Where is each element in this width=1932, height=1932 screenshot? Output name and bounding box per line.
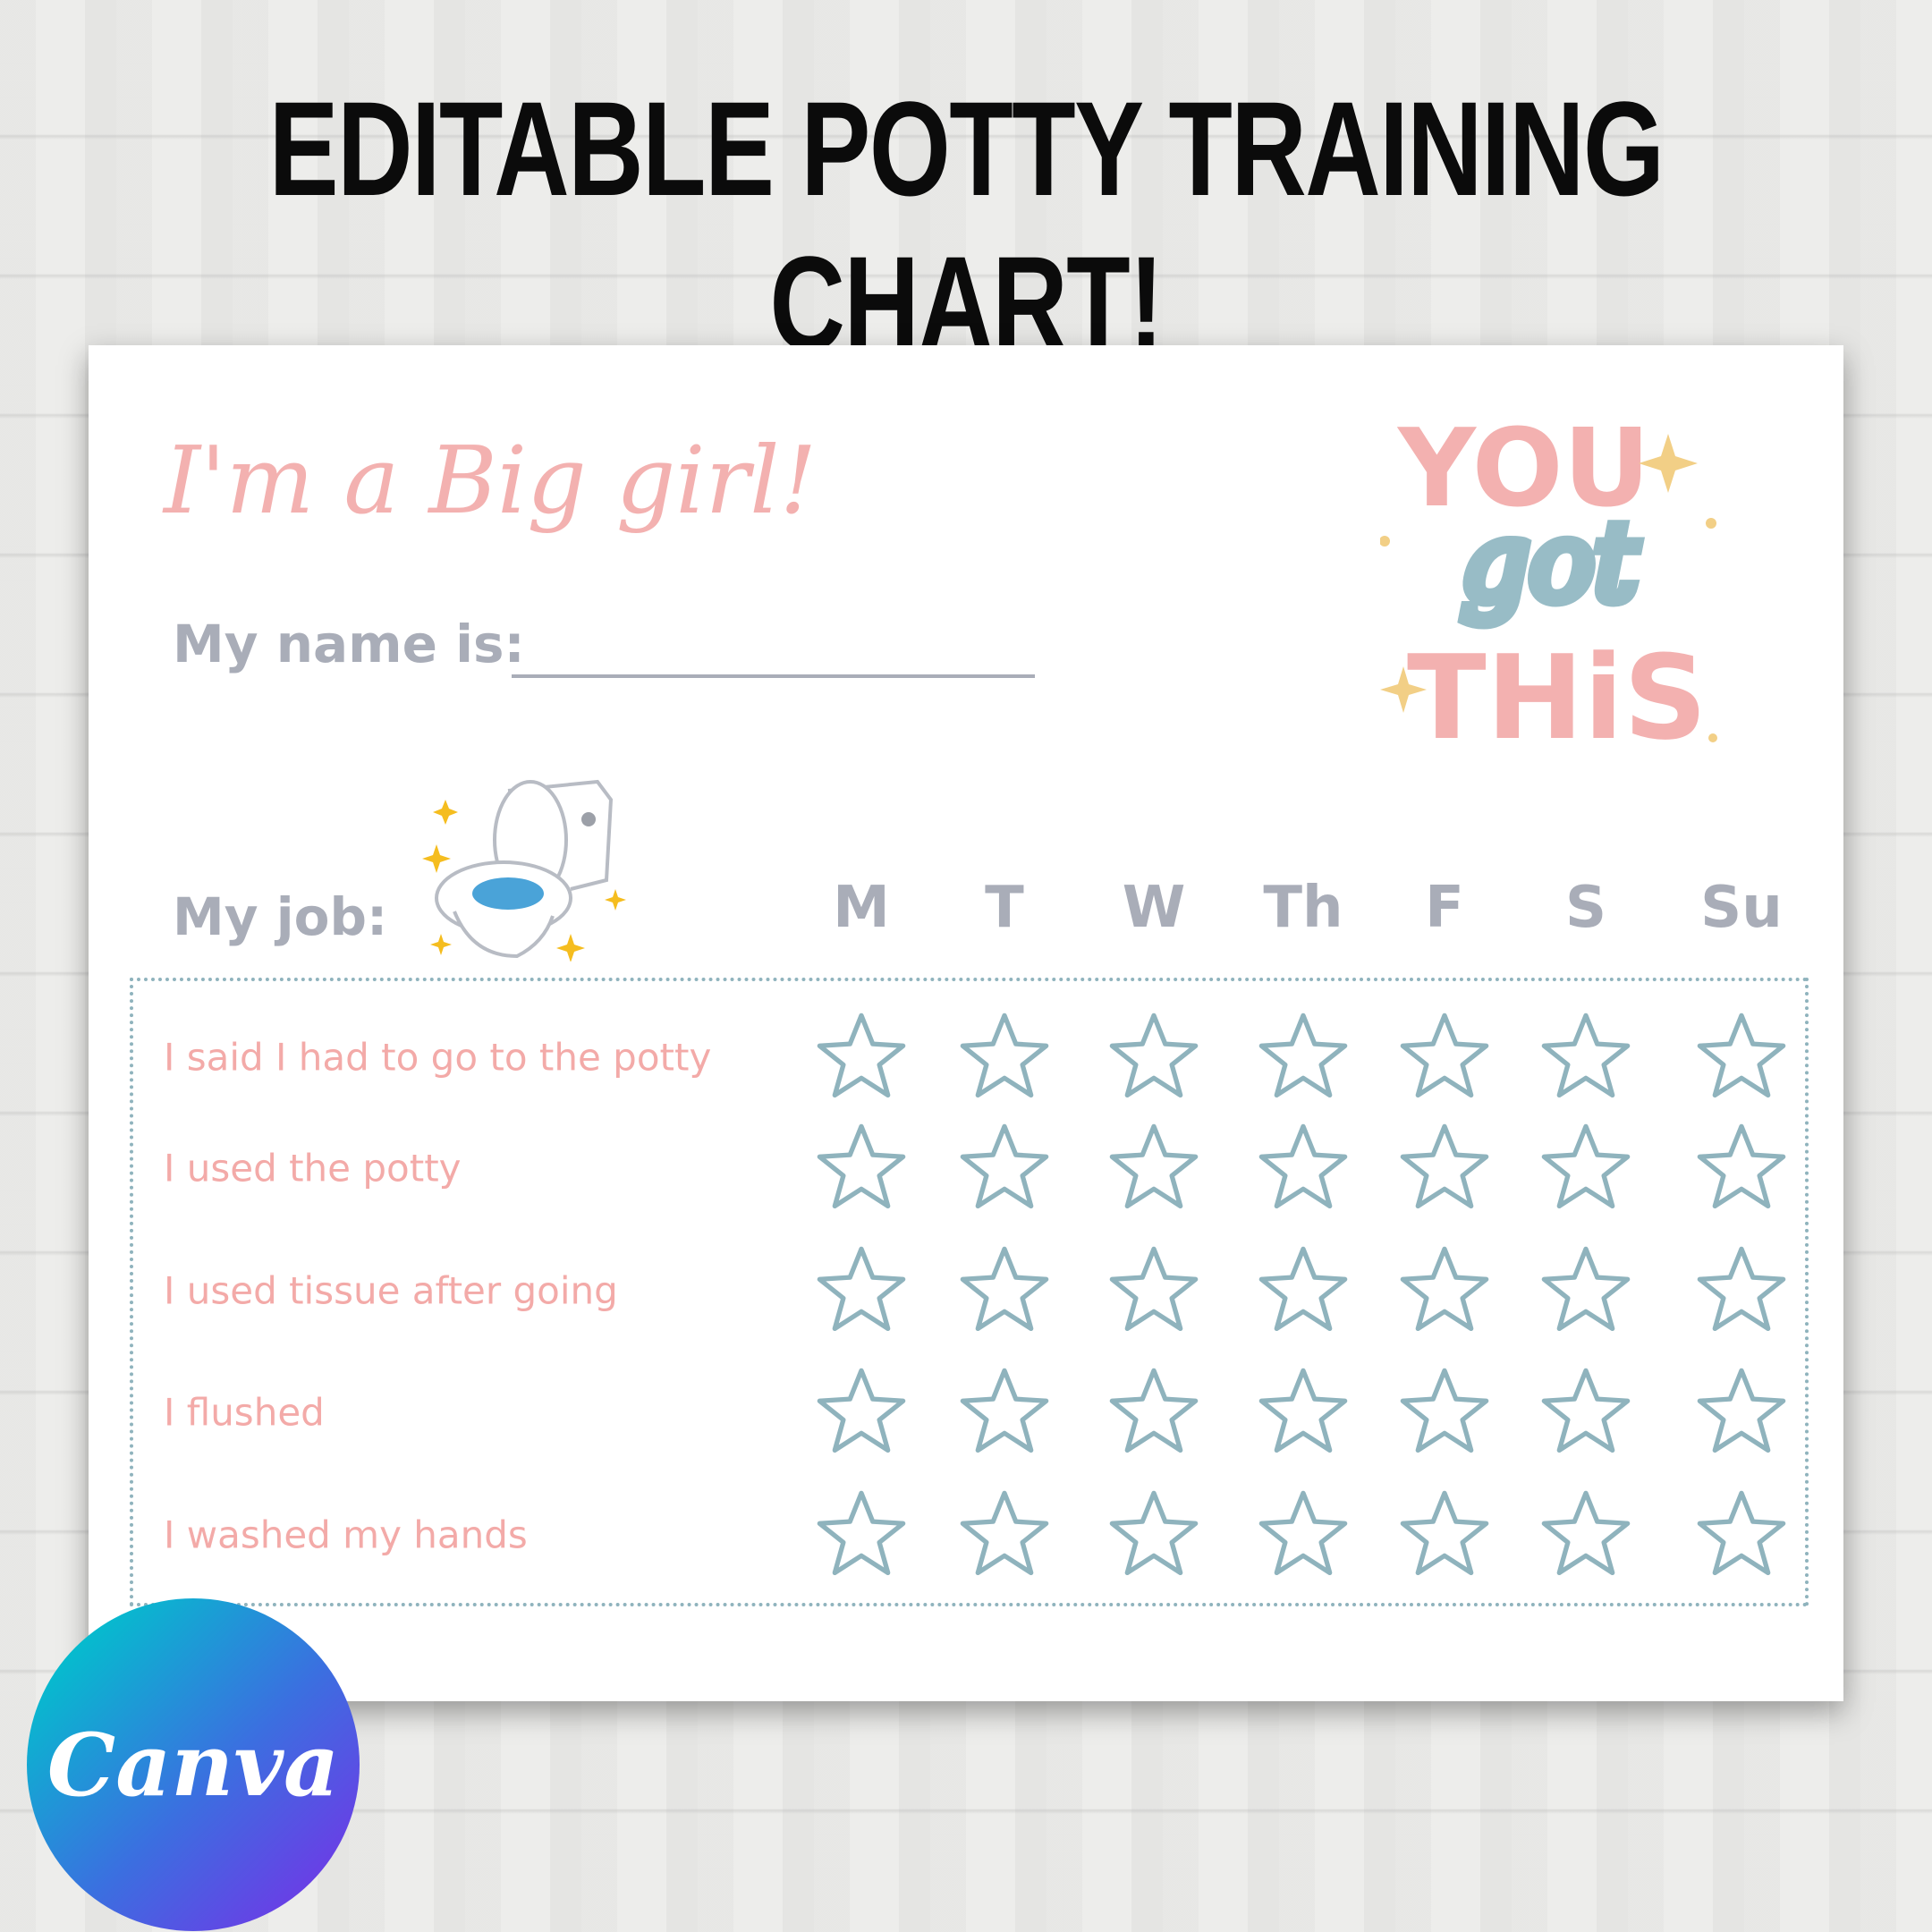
potty-chart-card: I'm a Big girl! My name is: YOU got THiS…	[89, 345, 1843, 1701]
star-checkbox[interactable]	[1694, 1365, 1789, 1460]
day-header-su: Su	[1700, 875, 1783, 941]
star-checkbox[interactable]	[1397, 1121, 1492, 1216]
star-checkbox[interactable]	[1538, 1365, 1633, 1460]
star-checkbox[interactable]	[1256, 1487, 1351, 1582]
job-label-row: I said I had to go to the potty	[164, 1035, 712, 1080]
jobs-grid	[130, 978, 1809, 1606]
day-header-s: S	[1564, 875, 1607, 941]
job-label-row: I used the potty	[164, 1146, 462, 1191]
toilet-icon	[422, 779, 626, 962]
day-header-t: T	[985, 875, 1024, 941]
day-header-f: F	[1425, 875, 1464, 941]
star-checkbox[interactable]	[1694, 1243, 1789, 1338]
star-checkbox[interactable]	[1538, 1487, 1633, 1582]
chart-heading: I'm a Big girl!	[164, 426, 818, 535]
star-checkbox[interactable]	[957, 1010, 1052, 1105]
star-checkbox[interactable]	[1256, 1365, 1351, 1460]
star-checkbox[interactable]	[1538, 1243, 1633, 1338]
name-label: My name is:	[173, 614, 525, 674]
job-label-row: I used tissue after going	[164, 1268, 618, 1313]
star-checkbox[interactable]	[1538, 1010, 1633, 1105]
banner-title: EDITABLE POTTY TRAINING CHART!	[268, 73, 1665, 378]
star-checkbox[interactable]	[1106, 1365, 1201, 1460]
star-checkbox[interactable]	[1694, 1121, 1789, 1216]
star-checkbox[interactable]	[1397, 1243, 1492, 1338]
star-checkbox[interactable]	[814, 1487, 909, 1582]
star-checkbox[interactable]	[1538, 1121, 1633, 1216]
svg-text:got: got	[1461, 501, 1638, 625]
name-field-line[interactable]	[512, 674, 1035, 678]
sticker-text: YOU got THIS	[1385, 417, 1386, 418]
svg-text:THiS: THiS	[1407, 630, 1707, 752]
job-label-row: I flushed	[164, 1390, 325, 1435]
star-checkbox[interactable]	[957, 1487, 1052, 1582]
star-checkbox[interactable]	[1694, 1010, 1789, 1105]
star-checkbox[interactable]	[814, 1365, 909, 1460]
day-header-w: W	[1122, 875, 1186, 941]
star-checkbox[interactable]	[1106, 1243, 1201, 1338]
star-checkbox[interactable]	[814, 1010, 909, 1105]
star-checkbox[interactable]	[1694, 1487, 1789, 1582]
star-checkbox[interactable]	[1106, 1010, 1201, 1105]
star-checkbox[interactable]	[957, 1243, 1052, 1338]
star-checkbox[interactable]	[1256, 1010, 1351, 1105]
canva-logo: Canva	[27, 1598, 360, 1931]
job-label-row: I washed my hands	[164, 1513, 528, 1557]
star-checkbox[interactable]	[1397, 1487, 1492, 1582]
star-checkbox[interactable]	[1106, 1121, 1201, 1216]
star-checkbox[interactable]	[814, 1121, 909, 1216]
star-checkbox[interactable]	[957, 1121, 1052, 1216]
star-checkbox[interactable]	[1106, 1487, 1201, 1582]
star-checkbox[interactable]	[814, 1243, 909, 1338]
day-header-m: M	[833, 875, 890, 941]
star-checkbox[interactable]	[1256, 1243, 1351, 1338]
job-label: My job:	[173, 886, 388, 947]
star-checkbox[interactable]	[1256, 1121, 1351, 1216]
star-checkbox[interactable]	[1397, 1010, 1492, 1105]
star-checkbox[interactable]	[1397, 1365, 1492, 1460]
svg-text:YOU: YOU	[1396, 407, 1650, 531]
day-header-th: Th	[1263, 875, 1343, 941]
you-got-this-sticker: YOU got THiS	[1380, 407, 1717, 752]
star-checkbox[interactable]	[957, 1365, 1052, 1460]
